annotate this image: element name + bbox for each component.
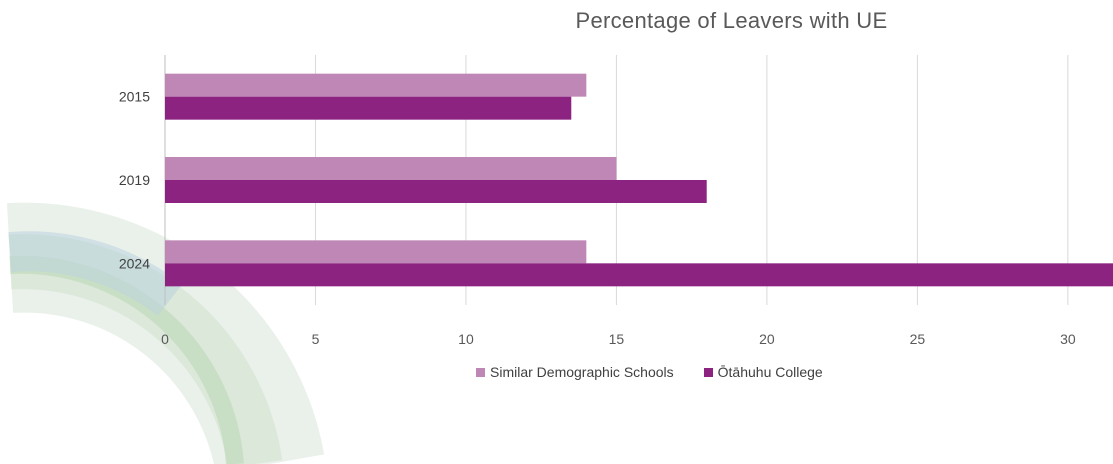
legend-label: Ōtāhuhu College (717, 364, 823, 380)
bar-otahuhu-college-2024 (165, 263, 1113, 287)
x-tick-label: 30 (1060, 331, 1076, 347)
x-tick-label: 15 (609, 331, 625, 347)
legend-item-series-2: Ōtāhuhu College (703, 364, 823, 380)
x-tick-label: 25 (910, 331, 926, 347)
x-tick-label: 5 (312, 331, 320, 347)
bar-otahuhu-college-2019 (165, 180, 707, 203)
x-tick-label: 20 (759, 331, 775, 347)
legend-swatch (703, 367, 713, 377)
bar-otahuhu-college-2015 (165, 96, 572, 120)
chart-title: Percentage of Leavers with UE (575, 8, 888, 33)
bar-similar-schools-2019 (165, 157, 617, 180)
x-tick-label: 10 (458, 331, 474, 347)
chart-legend: Similar Demographic Schools Ōtāhuhu Coll… (476, 364, 823, 380)
y-tick-label: 2019 (119, 172, 150, 188)
legend-label: Similar Demographic Schools (490, 364, 674, 380)
y-tick-label: 2015 (119, 89, 150, 105)
x-tick-label: 0 (161, 331, 169, 347)
bar-similar-schools-2015 (165, 73, 587, 97)
bar-similar-schools-2024 (165, 240, 587, 264)
y-tick-label: 2024 (119, 255, 150, 271)
legend-swatch (476, 367, 485, 377)
legend-item-series-1: Similar Demographic Schools (476, 364, 674, 380)
